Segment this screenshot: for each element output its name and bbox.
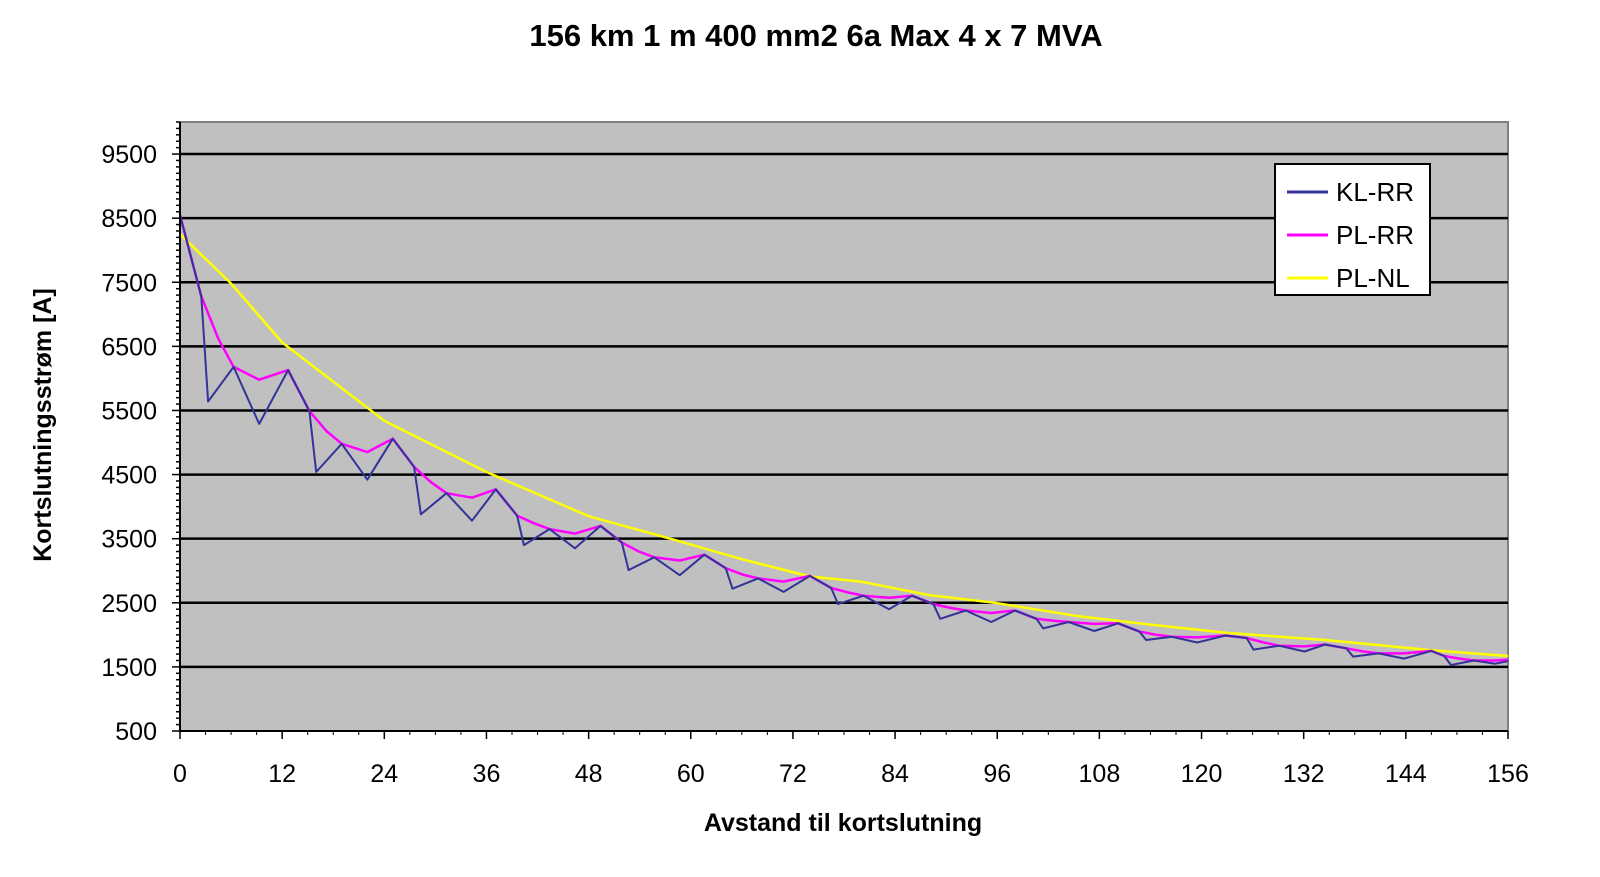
x-tick-label: 144	[1385, 760, 1427, 788]
x-tick-label: 60	[677, 760, 705, 788]
y-axis-label: Kortslutningsstrøm [A]	[29, 288, 57, 562]
y-tick-label: 500	[115, 718, 157, 746]
x-tick-label: 120	[1181, 760, 1223, 788]
x-tick-label: 24	[370, 760, 398, 788]
y-tick-labels: 500 1500 2500 3500 4500 5500 6500 7500 8500 9500	[101, 141, 157, 746]
series-line-pl-nl	[179, 233, 1509, 658]
x-tick-label: 0	[173, 760, 187, 788]
chart-title: 156 km 1 m 400 mm2 6a Max 4 x 7 MVA	[529, 18, 1102, 53]
x-tick-label: 36	[473, 760, 501, 788]
y-tick-label: 7500	[101, 269, 157, 297]
y-tick-label: 2500	[101, 590, 157, 618]
x-tick-label: 96	[983, 760, 1011, 788]
legend-label-pl-nl: PL-NL	[1336, 263, 1410, 293]
y-tick-label: 9500	[101, 141, 157, 169]
x-tick-label: 156	[1487, 760, 1529, 788]
y-tick-label: 4500	[101, 462, 157, 490]
x-axis-label: Avstand til kortslutning	[704, 809, 982, 837]
axes	[172, 121, 1509, 739]
x-tick-label: 108	[1079, 760, 1121, 788]
series-line-kl-rr	[179, 214, 1509, 666]
y-tick-label: 8500	[101, 205, 157, 233]
legend: KL-RR PL-RR PL-NL	[1274, 163, 1431, 296]
x-tick-label: 12	[268, 760, 296, 788]
y-tick-label: 1500	[101, 654, 157, 682]
x-tick-labels: 0 12 24 36 48 60 72 84 96 108 120 132 144 156	[173, 760, 1529, 788]
x-tick-label: 132	[1283, 760, 1325, 788]
y-tick-label: 5500	[101, 397, 157, 425]
legend-label-kl-rr: KL-RR	[1336, 177, 1414, 207]
x-tick-label: 84	[881, 760, 909, 788]
y-tick-label: 6500	[101, 333, 157, 361]
legend-box	[1274, 163, 1431, 296]
x-tick-label: 48	[575, 760, 603, 788]
series-lines	[178, 214, 1509, 666]
legend-label-pl-rr: PL-RR	[1336, 220, 1414, 250]
y-tick-label: 3500	[101, 526, 157, 554]
x-tick-label: 72	[779, 760, 807, 788]
